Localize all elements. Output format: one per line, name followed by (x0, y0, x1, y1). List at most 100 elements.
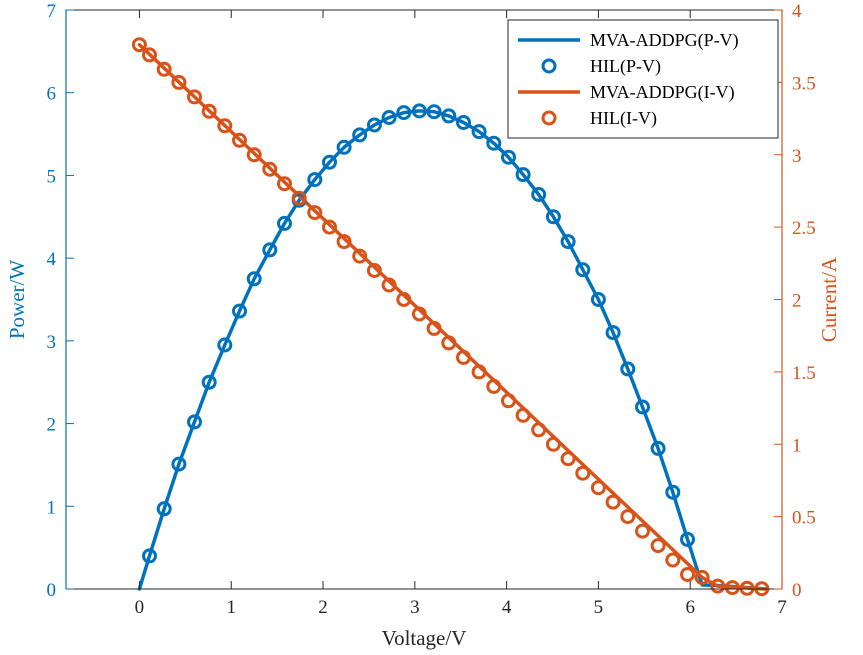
marker-hil-p-v (560, 234, 576, 250)
marker-hil-i-v (232, 132, 247, 148)
left-y-tick-label: 5 (47, 166, 57, 187)
legend-entry-label: HIL(P-V) (590, 56, 661, 77)
marker-hil-i-v (246, 147, 262, 163)
legend-marker-swatch (541, 58, 557, 74)
legend-marker-swatch (541, 110, 557, 126)
marker-hil-p-v (650, 440, 666, 456)
marker-hil-i-v (411, 306, 427, 322)
marker-hil-i-v (131, 37, 147, 53)
left-y-tick-label: 4 (47, 249, 57, 270)
marker-hil-i-v (635, 523, 650, 539)
x-axis-title: Voltage/V (382, 626, 467, 650)
marker-hil-i-v (710, 578, 726, 594)
marker-hil-i-v (217, 118, 233, 134)
marker-hil-p-v (605, 325, 621, 341)
right-y-tick-label: 2.5 (792, 218, 816, 239)
right-y-tick-label: 3 (792, 146, 802, 167)
marker-hil-i-v (650, 538, 666, 554)
marker-hil-i-v (201, 103, 217, 119)
marker-hil-i-v (501, 393, 516, 409)
marker-hil-p-v (232, 303, 247, 319)
x-tick-label: 7 (777, 597, 787, 618)
marker-hil-i-v (352, 248, 368, 264)
marker-hil-p-v (471, 124, 487, 140)
marker-hil-p-v (501, 149, 516, 165)
right-y-tick-label: 1.5 (792, 363, 816, 384)
marker-hil-i-v (366, 263, 382, 278)
marker-hil-p-v (366, 117, 382, 133)
legend-entry-label: MVA-ADDPG(P-V) (590, 30, 739, 51)
marker-hil-p-v (515, 167, 531, 183)
marker-hil-p-v (680, 531, 695, 547)
marker-hil-i-v (277, 176, 292, 192)
left-y-tick-label: 1 (47, 497, 57, 518)
marker-hil-p-v (575, 262, 591, 278)
marker-hil-i-v (739, 580, 755, 596)
x-tick-label: 2 (318, 597, 328, 618)
marker-hil-i-v (694, 569, 710, 585)
right-y-axis-title: Current/A (817, 256, 841, 342)
marker-hil-i-v (620, 509, 636, 525)
marker-hil-p-v (322, 154, 337, 170)
marker-hil-p-v (531, 187, 547, 202)
marker-hil-i-v (381, 277, 397, 293)
marker-hil-p-v (246, 271, 262, 287)
marker-hil-p-v (336, 139, 352, 155)
marker-hil-i-v (680, 567, 695, 582)
marker-hil-p-v (590, 292, 606, 307)
x-tick-label: 0 (135, 597, 145, 618)
marker-hil-i-v (336, 234, 352, 250)
marker-hil-p-v (201, 374, 217, 390)
x-tick-label: 1 (226, 597, 236, 618)
x-tick-label: 4 (502, 597, 512, 618)
marker-hil-i-v (724, 580, 740, 596)
marker-hil-p-v (156, 501, 172, 517)
marker-hil-i-v (142, 47, 157, 63)
marker-hil-i-v (560, 451, 576, 467)
right-y-tick-label: 0 (792, 580, 802, 601)
left-y-tick-label: 0 (47, 580, 57, 601)
marker-hil-i-v (187, 89, 202, 105)
marker-hil-i-v (456, 349, 471, 365)
marker-hil-p-v (187, 414, 202, 430)
marker-hil-i-v (545, 436, 561, 452)
marker-hil-p-v (217, 337, 233, 353)
marker-hil-i-v (156, 61, 172, 77)
x-tick-label: 6 (685, 597, 695, 618)
marker-hil-i-v (486, 378, 502, 394)
right-y-tick-label: 3.5 (792, 73, 816, 94)
marker-hil-p-v (620, 361, 636, 377)
marker-hil-i-v (307, 205, 323, 221)
marker-hil-p-v (171, 456, 187, 472)
plot-series (131, 37, 770, 597)
left-y-tick-label: 6 (47, 84, 57, 105)
left-y-axis-title: Power/W (5, 260, 29, 339)
marker-hil-p-v (142, 548, 157, 564)
marker-hil-p-v (411, 103, 427, 119)
marker-hil-p-v (635, 399, 650, 415)
marker-hil-i-v (291, 190, 307, 206)
marker-hil-p-v (486, 135, 502, 151)
x-tick-label: 5 (594, 597, 604, 618)
marker-hil-i-v (171, 74, 187, 90)
right-y-tick-label: 0.5 (792, 508, 816, 529)
marker-hil-i-v (605, 494, 621, 510)
right-y-tick-label: 1 (792, 435, 802, 456)
legend-entry-label: HIL(I-V) (590, 108, 657, 129)
marker-hil-p-v (456, 115, 471, 130)
marker-hil-p-v (665, 484, 681, 500)
marker-hil-p-v (426, 104, 442, 120)
right-y-tick-label: 4 (792, 1, 802, 22)
marker-hil-i-v (665, 552, 681, 568)
right-y-tick-label: 2 (792, 291, 802, 312)
marker-hil-p-v (307, 172, 323, 188)
left-y-tick-label: 7 (47, 1, 57, 22)
x-tick-label: 3 (410, 597, 420, 618)
legend: MVA-ADDPG(P-V) HIL(P-V) MVA-ADDPG(I-V) HIL(… (507, 19, 779, 139)
legend-entry-label: MVA-ADDPG(I-V) (590, 82, 735, 103)
marker-hil-i-v (322, 219, 337, 235)
marker-hil-i-v (515, 407, 531, 423)
marker-hil-i-v (396, 292, 412, 307)
